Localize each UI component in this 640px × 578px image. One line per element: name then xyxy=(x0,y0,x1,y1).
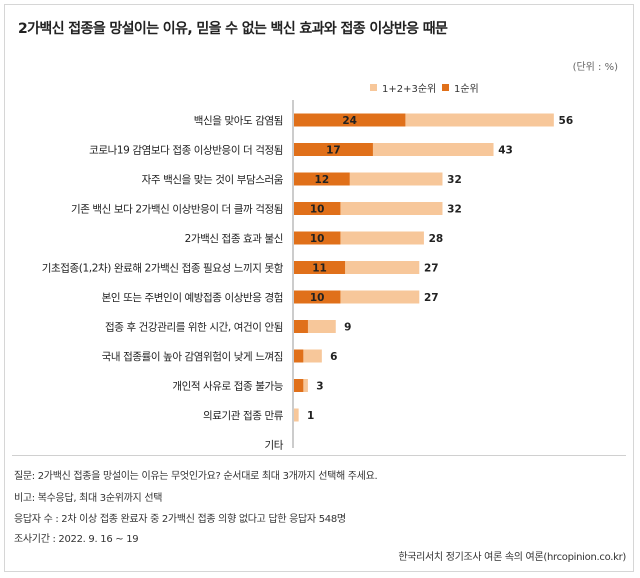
category-label: 자주 백신을 맞는 것이 부담스러움 xyxy=(142,174,284,186)
legend-label-total: 1+2+3순위 xyxy=(382,84,437,95)
category-label: 기초접종(1,2차) 완료해 2가백신 접종 필요성 느끼지 못함 xyxy=(42,262,284,275)
bar-first xyxy=(294,379,304,392)
bar-first xyxy=(294,172,350,186)
data-label-total: 1 xyxy=(307,410,314,422)
bar-total xyxy=(294,408,299,422)
bar-first xyxy=(294,320,308,333)
data-label-total: 32 xyxy=(447,204,462,216)
legend: 1+2+3순위 1순위 xyxy=(0,80,640,96)
notes-divider xyxy=(12,455,626,456)
chart-frame xyxy=(4,4,634,572)
category-label: 2가백신 접종 효과 불신 xyxy=(185,233,283,245)
data-label-total: 3 xyxy=(316,381,323,393)
legend-item-first: 1순위 xyxy=(442,80,479,95)
bar-first xyxy=(294,290,341,304)
category-label: 기타 xyxy=(264,440,283,452)
data-label-first: 17 xyxy=(326,145,341,157)
bar-first xyxy=(294,202,341,215)
category-label: 기존 백신 보다 2가백신 이상반응이 더 클까 걱정됨 xyxy=(71,204,283,216)
data-label-total: 9 xyxy=(344,322,351,334)
source-credit: 한국리서치 정기조사 여론 속의 여론(hrcopinion.co.kr) xyxy=(398,552,626,563)
chart-title: 2가백신 접종을 망설이는 이유, 믿을 수 없는 백신 효과와 접종 이상반응… xyxy=(18,21,448,37)
note-period: 조사기간 : 2022. 9. 16 ~ 19 xyxy=(14,534,139,545)
bar-first xyxy=(294,231,341,245)
data-label-first: 12 xyxy=(315,174,330,186)
note-respondents: 응답자 수 : 2차 이상 접종 완료자 중 2가백신 접종 의향 없다고 답한… xyxy=(14,514,346,525)
category-label: 코로나19 감염보다 접종 이상반응이 더 걱정됨 xyxy=(89,145,283,157)
bar-chart: 백신을 맞아도 감염됨 24 56 코로나19 감염보다 접종 이상반응이 더 걱정됨… xyxy=(42,100,574,452)
data-label-first: 24 xyxy=(342,115,357,127)
data-label-total: 27 xyxy=(424,292,439,304)
data-label-first: 10 xyxy=(310,204,325,216)
note-question: 질문: 2가백신 접종을 망설이는 이유는 무엇인가요? 순서대로 최대 3개까… xyxy=(14,471,378,482)
category-label: 백신을 맞아도 감염됨 xyxy=(194,115,283,127)
legend-swatch-first xyxy=(442,84,449,91)
bar-first xyxy=(294,113,406,127)
legend-item-total: 1+2+3순위 xyxy=(370,80,436,95)
data-label-total: 32 xyxy=(447,174,462,186)
data-label-first: 11 xyxy=(312,263,327,275)
category-label: 본인 또는 주변인이 예방접종 이상반응 경험 xyxy=(102,291,283,304)
legend-label-first: 1순위 xyxy=(454,84,479,95)
data-label-total: 28 xyxy=(429,233,444,245)
data-label-total: 56 xyxy=(559,115,574,127)
data-label-total: 27 xyxy=(424,263,439,275)
bar-first xyxy=(294,143,373,156)
unit-label: (단위 : %) xyxy=(572,62,618,73)
category-label: 개인적 사유로 접종 불가능 xyxy=(172,381,283,393)
category-label: 국내 접종률이 높아 감염위험이 낮게 느껴짐 xyxy=(102,350,283,363)
data-label-total: 6 xyxy=(330,351,337,363)
bar-first xyxy=(294,349,304,363)
legend-swatch-total xyxy=(370,84,377,91)
bar-first xyxy=(294,261,346,274)
note-remark: 비고: 복수응답, 최대 3순위까지 선택 xyxy=(14,493,163,504)
category-label: 의료기관 접종 만류 xyxy=(203,410,284,422)
data-label-first: 10 xyxy=(310,233,325,245)
data-label-first: 10 xyxy=(310,292,325,304)
data-label-total: 43 xyxy=(498,145,513,157)
category-label: 접종 후 건강관리를 위한 시간, 여건이 안됨 xyxy=(105,321,283,334)
